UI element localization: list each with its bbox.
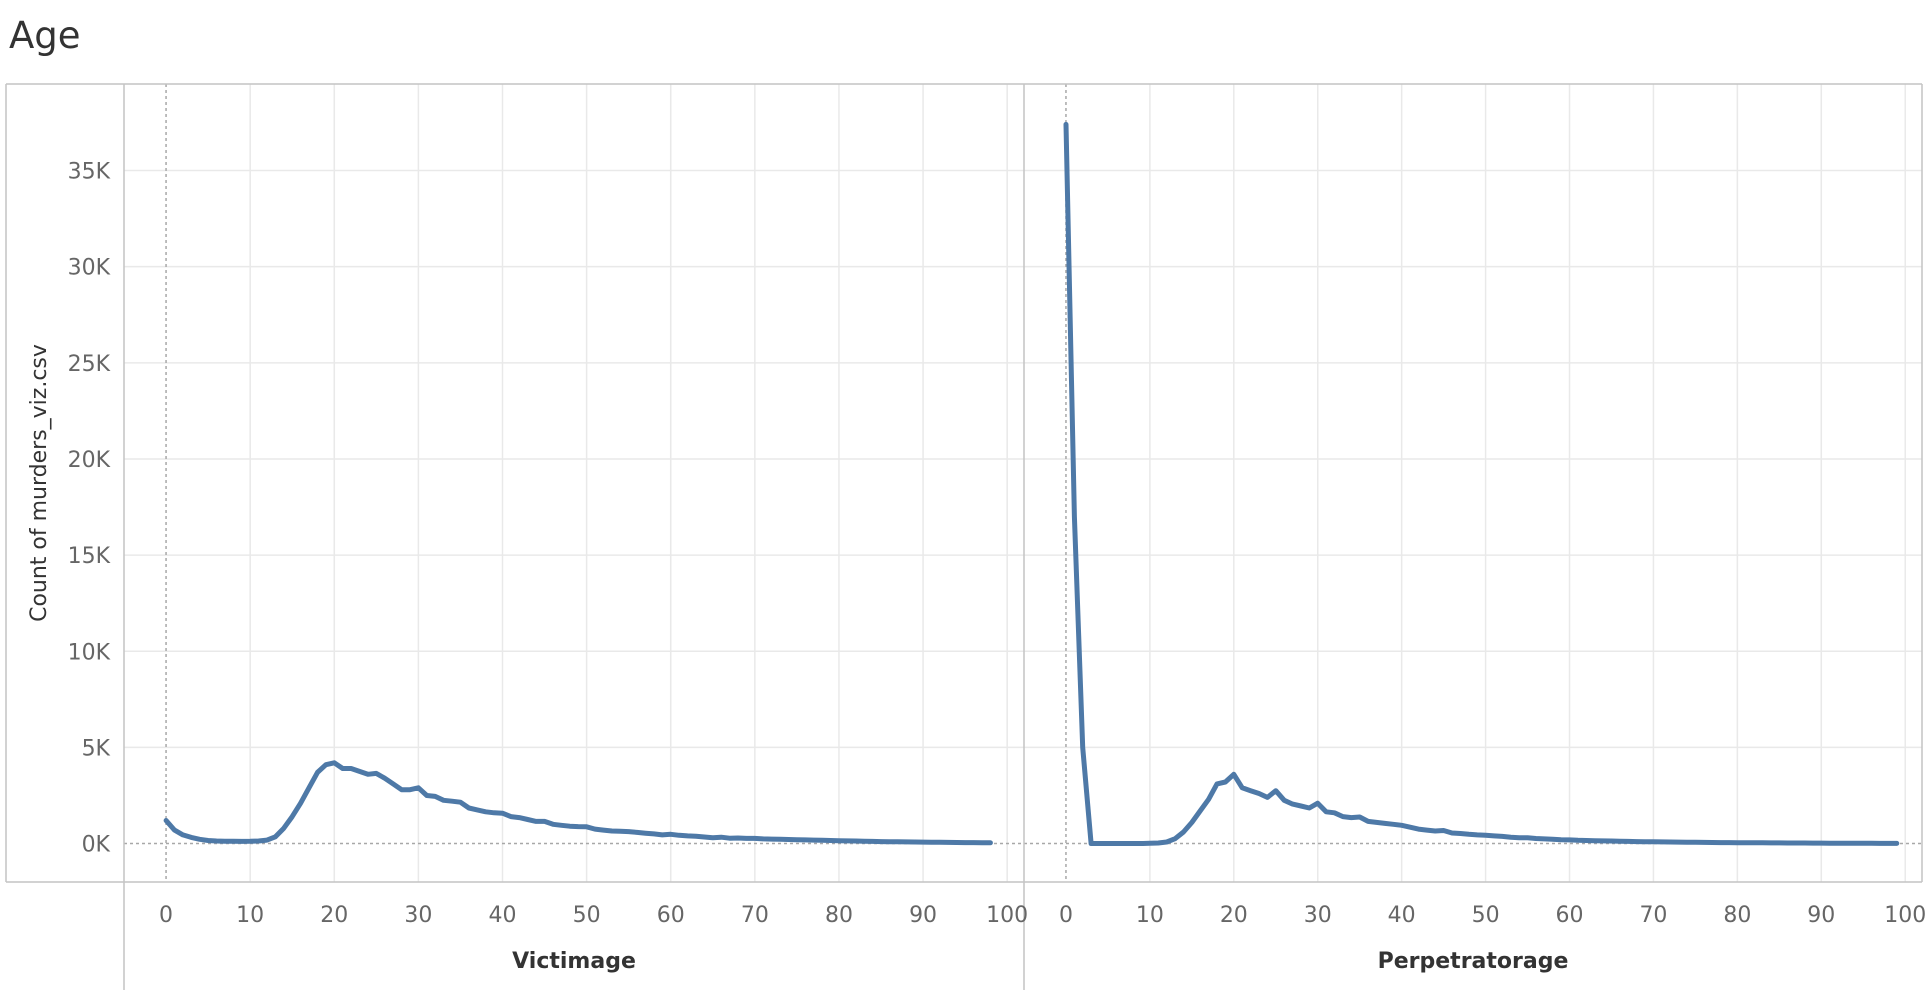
y-axis-title: Count of murders_viz.csv [27, 344, 52, 622]
chart-root: 0K 5K 10K 15K 20K 25K 30K 35K Count of murders_v… [5, 83, 1926, 990]
y-tick-label: 35K [68, 160, 111, 185]
y-tick-label: 0K [82, 833, 111, 858]
x-tick-label: 30 [1304, 903, 1332, 928]
x-tick-label: 70 [741, 903, 769, 928]
x-tick-label: 50 [573, 903, 601, 928]
x-tick-label: 0 [1059, 903, 1073, 928]
x-tick-label: 70 [1639, 903, 1667, 928]
x-axis-title: Perpetratorage [1378, 949, 1569, 974]
x-tick-label: 20 [1220, 903, 1248, 928]
x-tick-label: 50 [1472, 903, 1500, 928]
y-tick-label: 25K [68, 352, 111, 377]
x-tick-label: 10 [1136, 903, 1164, 928]
x-tick-label: 30 [404, 903, 432, 928]
x-axis-title: Victimage [512, 949, 636, 974]
x-tick-label: 90 [1807, 903, 1835, 928]
x-tick-label: 80 [1723, 903, 1751, 928]
x-tick-label: 90 [909, 903, 937, 928]
x-tick-label: 80 [825, 903, 853, 928]
y-tick-label: 30K [68, 256, 111, 281]
x-tick-label: 10 [236, 903, 264, 928]
x-tick-label: 40 [1388, 903, 1416, 928]
x-tick-label: 60 [1556, 903, 1584, 928]
x-tick-label: 60 [657, 903, 685, 928]
series-line [1063, 121, 1900, 846]
x-tick-label: 40 [489, 903, 517, 928]
x-tick-label: 100 [986, 903, 1028, 928]
x-tick-label: 100 [1884, 903, 1926, 928]
x-tick-label: 0 [159, 903, 173, 928]
y-tick-label: 5K [82, 736, 111, 761]
y-tick-label: 15K [68, 544, 111, 569]
y-tick-label: 20K [68, 448, 111, 473]
series-line [163, 760, 993, 846]
chart-title: Age [9, 14, 81, 57]
x-tick-label: 20 [320, 903, 348, 928]
y-tick-label: 10K [68, 640, 111, 665]
